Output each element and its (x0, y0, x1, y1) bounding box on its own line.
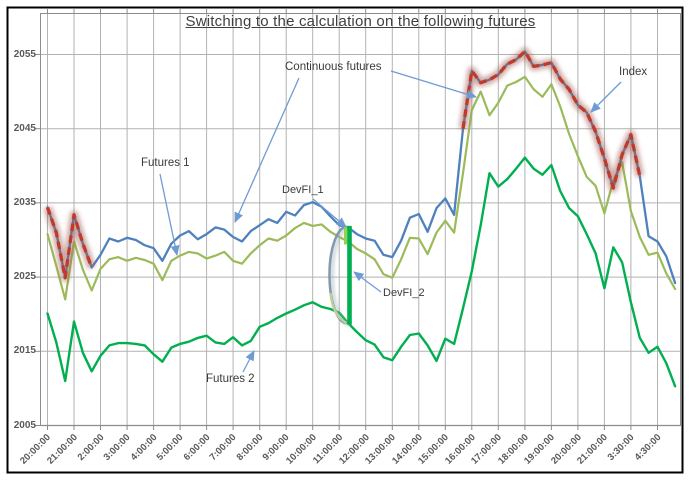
y-axis-label: 2045 (13, 122, 36, 134)
deviation-bar-devfi_1 (344, 225, 347, 245)
outer-frame (6, 6, 684, 474)
series-futures-2 (46, 156, 677, 388)
annotation-arrow-index (590, 81, 622, 113)
series-index-dashed (461, 49, 642, 190)
annotation-arrow-continuous-futures (390, 70, 477, 99)
y-axis-label: 2055 (13, 48, 36, 60)
annotation-arrow-devfi-2 (353, 271, 382, 293)
annotation-arrow-futures-2 (242, 350, 255, 373)
plot-border (40, 13, 681, 426)
annotation-arrow-continuous-futures (234, 77, 300, 223)
chart-title: Switching to the calculation on the foll… (185, 13, 536, 30)
annotation-label-futures-1: Futures 1 (141, 157, 190, 169)
y-axis-label: 2005 (13, 419, 36, 431)
series-futures-1 (46, 75, 677, 301)
annotation-arrow-futures-1 (159, 173, 180, 257)
arc-highlight (329, 292, 348, 325)
deviation-bar-devfi_2 (347, 225, 352, 325)
annotation-label-devfi-2: DevFI_2 (383, 287, 425, 299)
series-index-dashed (45, 206, 94, 280)
annotation-label-continuous-futures: Continuous futures (285, 61, 382, 73)
annotation-label-index: Index (619, 66, 648, 78)
annotation-label-futures-2: Futures 2 (206, 373, 255, 385)
y-axis-label: 2015 (13, 345, 36, 357)
y-axis-label: 2035 (13, 196, 36, 208)
y-axis-label: 2025 (13, 271, 36, 283)
annotation-arrow-devfi-1 (312, 198, 347, 228)
annotation-label-devfi-1: DevFI_1 (282, 184, 324, 196)
